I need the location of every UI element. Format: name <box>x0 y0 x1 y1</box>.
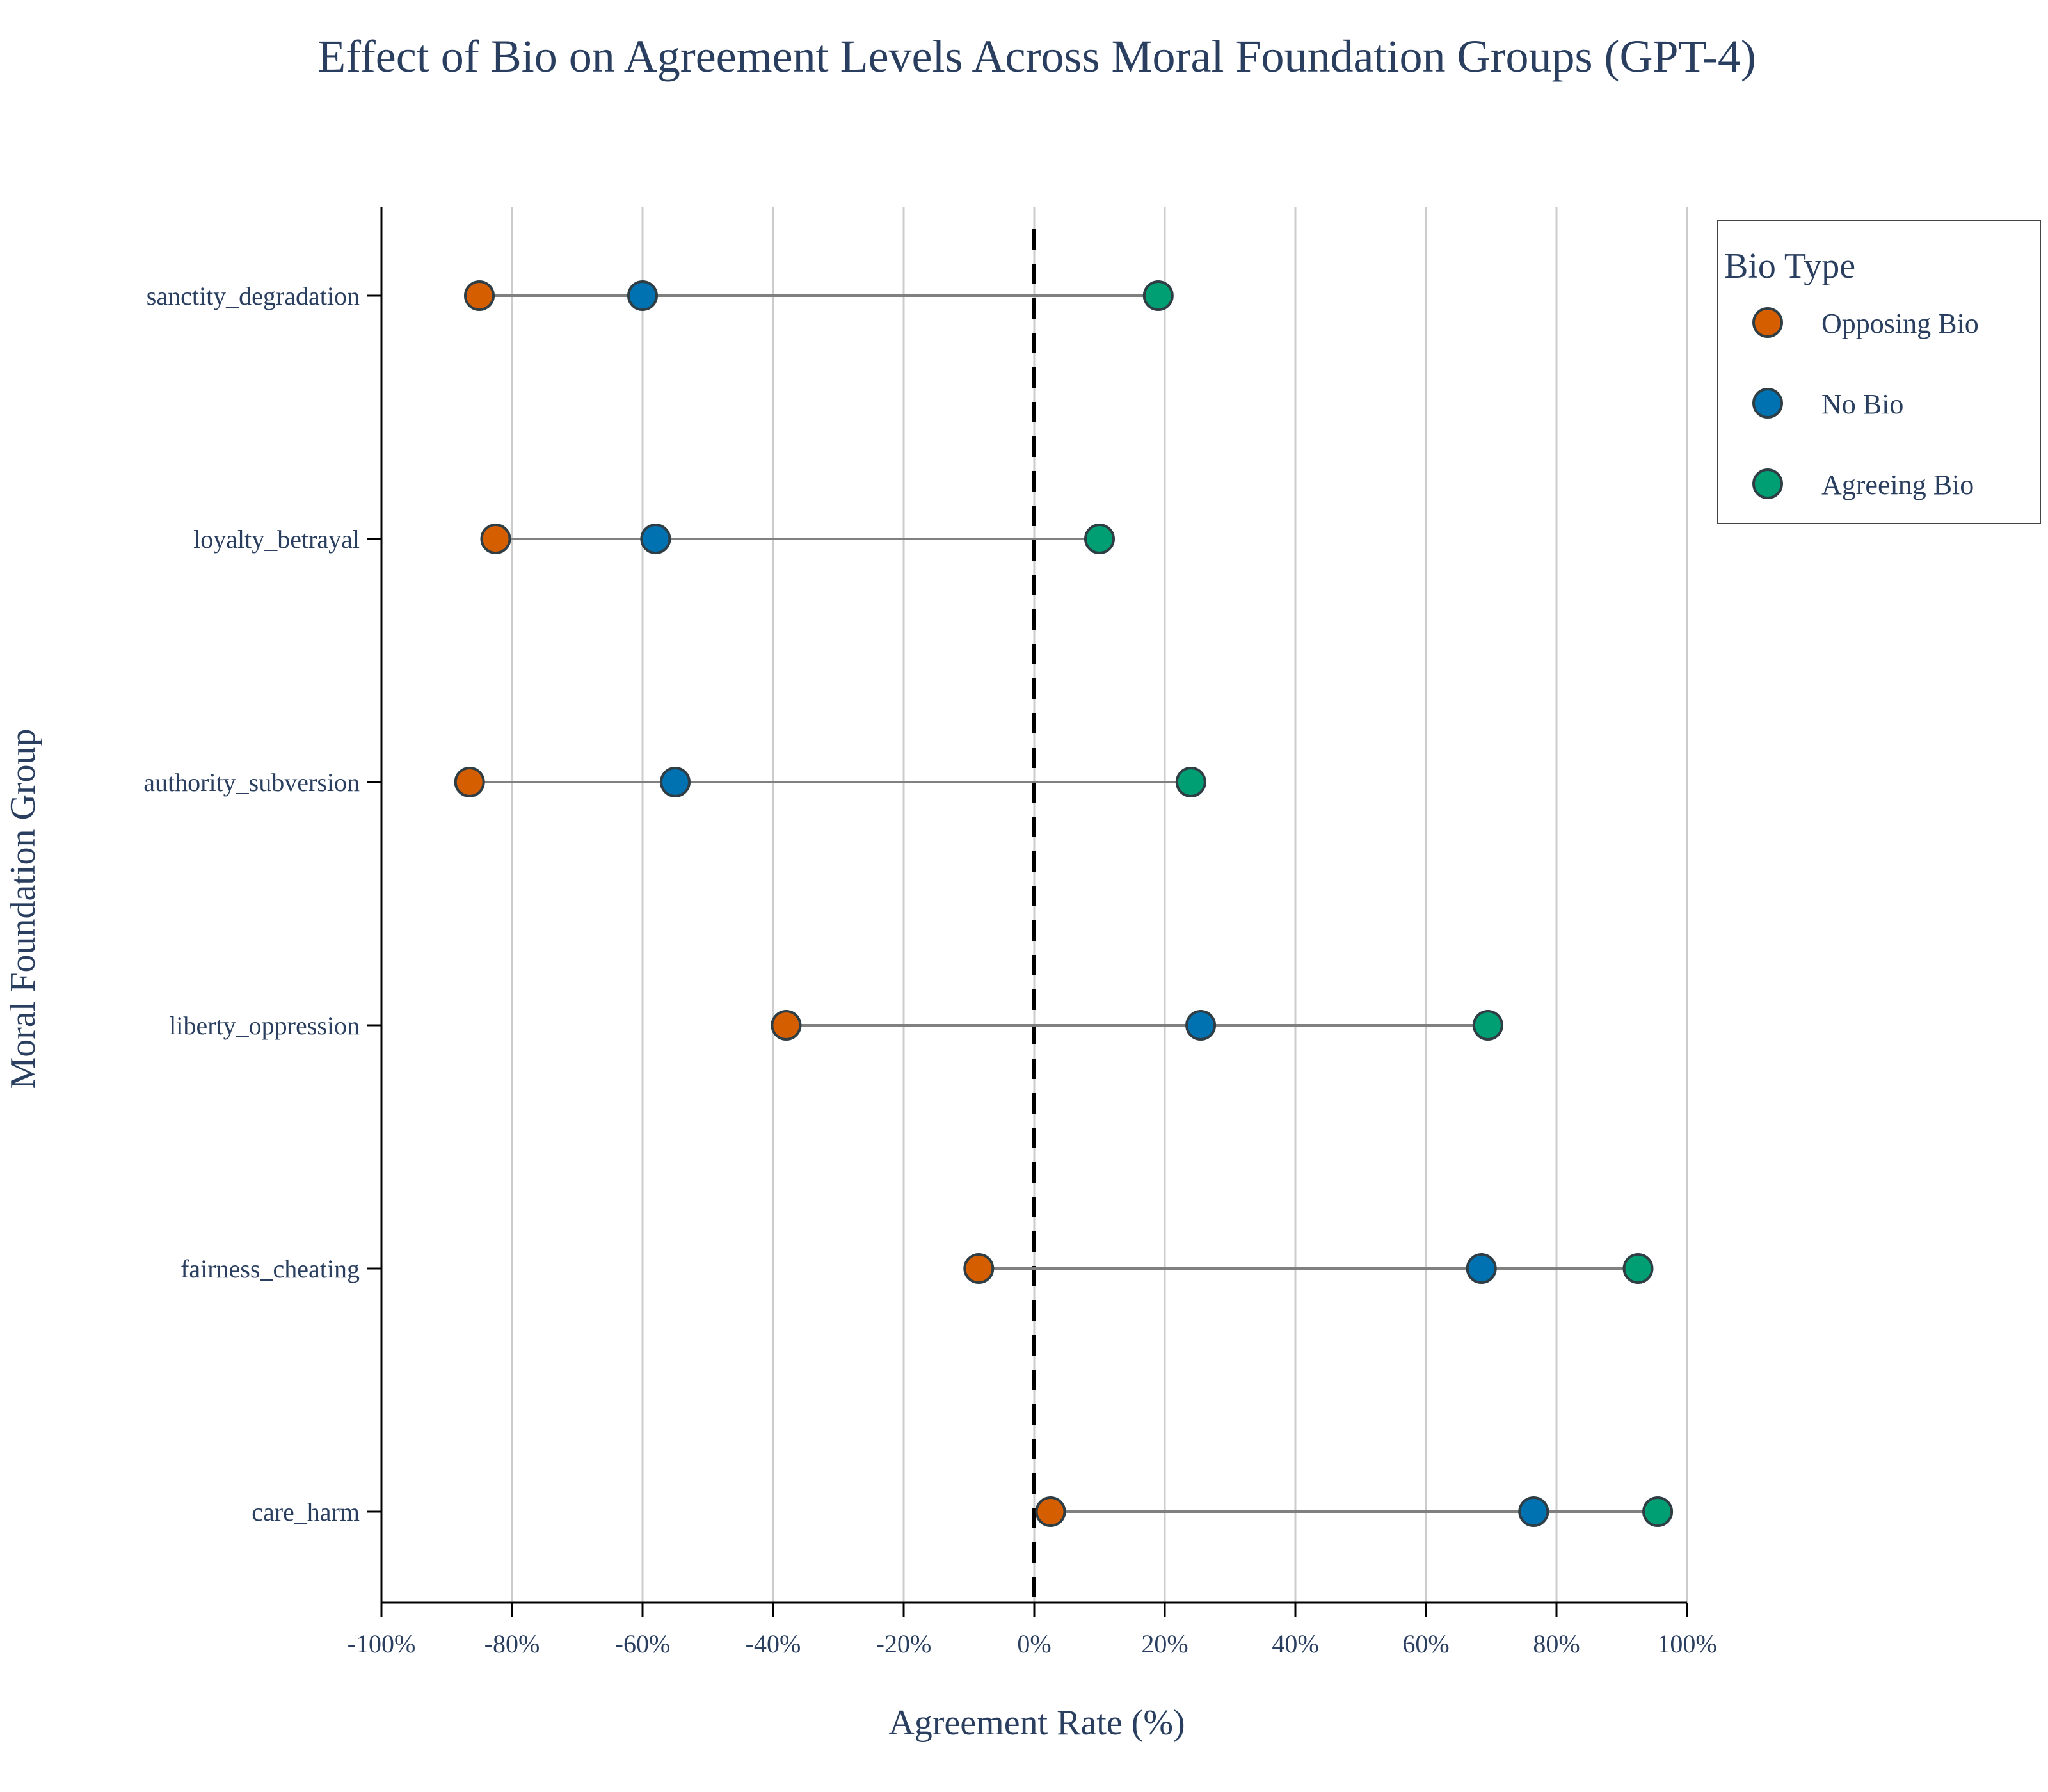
data-point <box>1142 280 1174 311</box>
x-tick-label: 80% <box>1533 1629 1580 1658</box>
x-tick-label: -60% <box>615 1629 671 1658</box>
data-point <box>1466 1253 1497 1284</box>
y-tick-label: liberty_oppression <box>169 1011 360 1040</box>
x-tick-label: -100% <box>348 1629 416 1658</box>
legend-label: Agreeing Bio <box>1821 469 1974 500</box>
data-point <box>1518 1496 1549 1527</box>
data-point <box>1642 1496 1674 1527</box>
data-point <box>627 280 658 311</box>
data-point <box>1472 1010 1503 1041</box>
x-ticks: -100% -80% -60% -40% -20% 0% 20% 40% 60% 80% 100% <box>348 1603 1717 1658</box>
y-tick-label: sanctity_degradation <box>147 282 360 310</box>
data-point <box>464 280 495 311</box>
y-axis-title: Moral Foundation Group <box>3 728 43 1089</box>
x-tick-label: 100% <box>1657 1629 1716 1658</box>
data-point <box>454 767 485 797</box>
legend-label: No Bio <box>1821 388 1903 420</box>
legend-marker <box>1752 468 1783 499</box>
x-tick-label: -40% <box>746 1629 801 1658</box>
data-point <box>1175 767 1206 797</box>
x-tick-label: 40% <box>1272 1629 1318 1658</box>
data-point <box>963 1253 995 1284</box>
legend-marker <box>1752 307 1783 338</box>
connectors <box>469 294 1658 1513</box>
legend-marker <box>1752 388 1783 419</box>
data-point <box>480 524 511 554</box>
legend-label: Opposing Bio <box>1821 308 1979 339</box>
y-ticks: sanctity_degradation loyalty_betrayalauth… <box>143 282 381 1526</box>
x-tick-label: -80% <box>484 1629 540 1658</box>
data-points <box>454 280 1674 1527</box>
legend-title: Bio Type <box>1724 246 1855 286</box>
y-tick-label: care_harm <box>252 1498 360 1526</box>
data-point <box>1084 524 1115 554</box>
legend: Bio Type Opposing Bio No Bio Agreeing Bio <box>1717 220 2041 524</box>
data-point <box>771 1010 802 1041</box>
x-axis-title: Agreement Rate (%) <box>888 1703 1185 1743</box>
x-tick-label: 60% <box>1402 1629 1449 1658</box>
y-tick-label: loyalty_betrayal <box>193 525 360 554</box>
legend-items: Opposing Bio No Bio Agreeing Bio <box>1752 307 1979 500</box>
data-point <box>1185 1010 1217 1041</box>
grid <box>511 207 1688 1603</box>
data-point <box>1035 1496 1066 1527</box>
y-tick-label: fairness_cheating <box>180 1254 360 1283</box>
data-point <box>640 524 671 554</box>
data-point <box>660 767 691 797</box>
x-tick-label: -20% <box>876 1629 932 1658</box>
x-tick-label: 20% <box>1141 1629 1188 1658</box>
data-point <box>1622 1253 1654 1284</box>
chart-title: Effect of Bio on Agreement Levels Across… <box>317 31 1756 82</box>
y-tick-label: authority_subversion <box>143 768 360 797</box>
x-tick-label: 0% <box>1017 1629 1051 1658</box>
